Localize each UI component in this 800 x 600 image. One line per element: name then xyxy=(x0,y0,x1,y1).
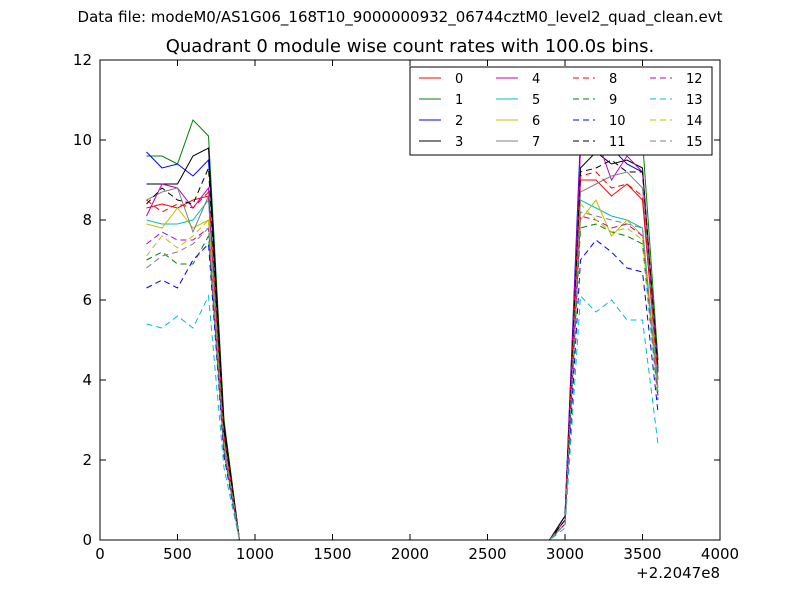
series-line-2 xyxy=(146,135,659,541)
figure-suptitle: Data file: modeM0/AS1G06_168T10_90000009… xyxy=(77,8,723,26)
ticks-layer: 0 500 1000 1500 2000 2500 3000 3500 400002468101… xyxy=(73,51,739,563)
y-tick-label: 10 xyxy=(73,131,92,149)
legend-label-12: 12 xyxy=(686,72,703,87)
series-line-6 xyxy=(146,199,659,541)
x-tick-label: 4000 xyxy=(701,545,739,563)
legend-label-5: 5 xyxy=(532,93,540,108)
series-line-14 xyxy=(146,202,659,541)
series-line-15 xyxy=(146,211,659,541)
x-tick-label: 1000 xyxy=(236,545,274,563)
x-axis-offset-label: +2.2047e8 xyxy=(636,564,720,582)
y-tick-label: 8 xyxy=(82,211,92,229)
series-line-9 xyxy=(146,223,659,541)
x-tick-label: 2500 xyxy=(468,545,506,563)
legend-label-2: 2 xyxy=(455,114,463,129)
legend-label-0: 0 xyxy=(455,72,463,87)
series-line-5 xyxy=(146,198,659,541)
y-tick-label: 0 xyxy=(82,531,92,549)
legend-label-9: 9 xyxy=(609,93,617,108)
legend-label-13: 13 xyxy=(686,93,703,108)
legend-label-7: 7 xyxy=(532,135,540,150)
series-line-11 xyxy=(146,159,659,541)
x-tick-label: 0 xyxy=(95,545,105,563)
legend-label-14: 14 xyxy=(686,114,703,129)
x-tick-label: 500 xyxy=(163,545,192,563)
x-tick-label: 2000 xyxy=(391,545,429,563)
series-line-13 xyxy=(146,294,659,541)
legend-label-4: 4 xyxy=(532,72,540,87)
y-tick-label: 6 xyxy=(82,291,92,309)
legend-label-10: 10 xyxy=(609,114,626,129)
x-tick-label: 3000 xyxy=(546,545,584,563)
y-tick-label: 12 xyxy=(73,51,92,69)
legend-label-11: 11 xyxy=(609,135,626,150)
series-line-7 xyxy=(146,171,659,541)
series-line-8 xyxy=(146,171,659,541)
series-layer xyxy=(146,119,659,541)
legend-label-1: 1 xyxy=(455,93,463,108)
legend-label-6: 6 xyxy=(532,114,540,129)
series-line-3 xyxy=(146,147,659,541)
x-tick-label: 3500 xyxy=(623,545,661,563)
series-line-1 xyxy=(146,119,659,541)
y-tick-label: 2 xyxy=(82,451,92,469)
x-tick-label: 1500 xyxy=(313,545,351,563)
chart-title: Quadrant 0 module wise count rates with … xyxy=(165,36,655,57)
legend-label-15: 15 xyxy=(686,135,703,150)
series-line-4 xyxy=(146,135,659,541)
legend-box xyxy=(409,66,713,156)
series-line-10 xyxy=(146,239,659,541)
legend-label-8: 8 xyxy=(609,72,617,87)
series-line-12 xyxy=(146,215,659,541)
y-tick-label: 4 xyxy=(82,371,92,389)
series-line-0 xyxy=(146,179,659,541)
legend-label-3: 3 xyxy=(455,135,463,150)
